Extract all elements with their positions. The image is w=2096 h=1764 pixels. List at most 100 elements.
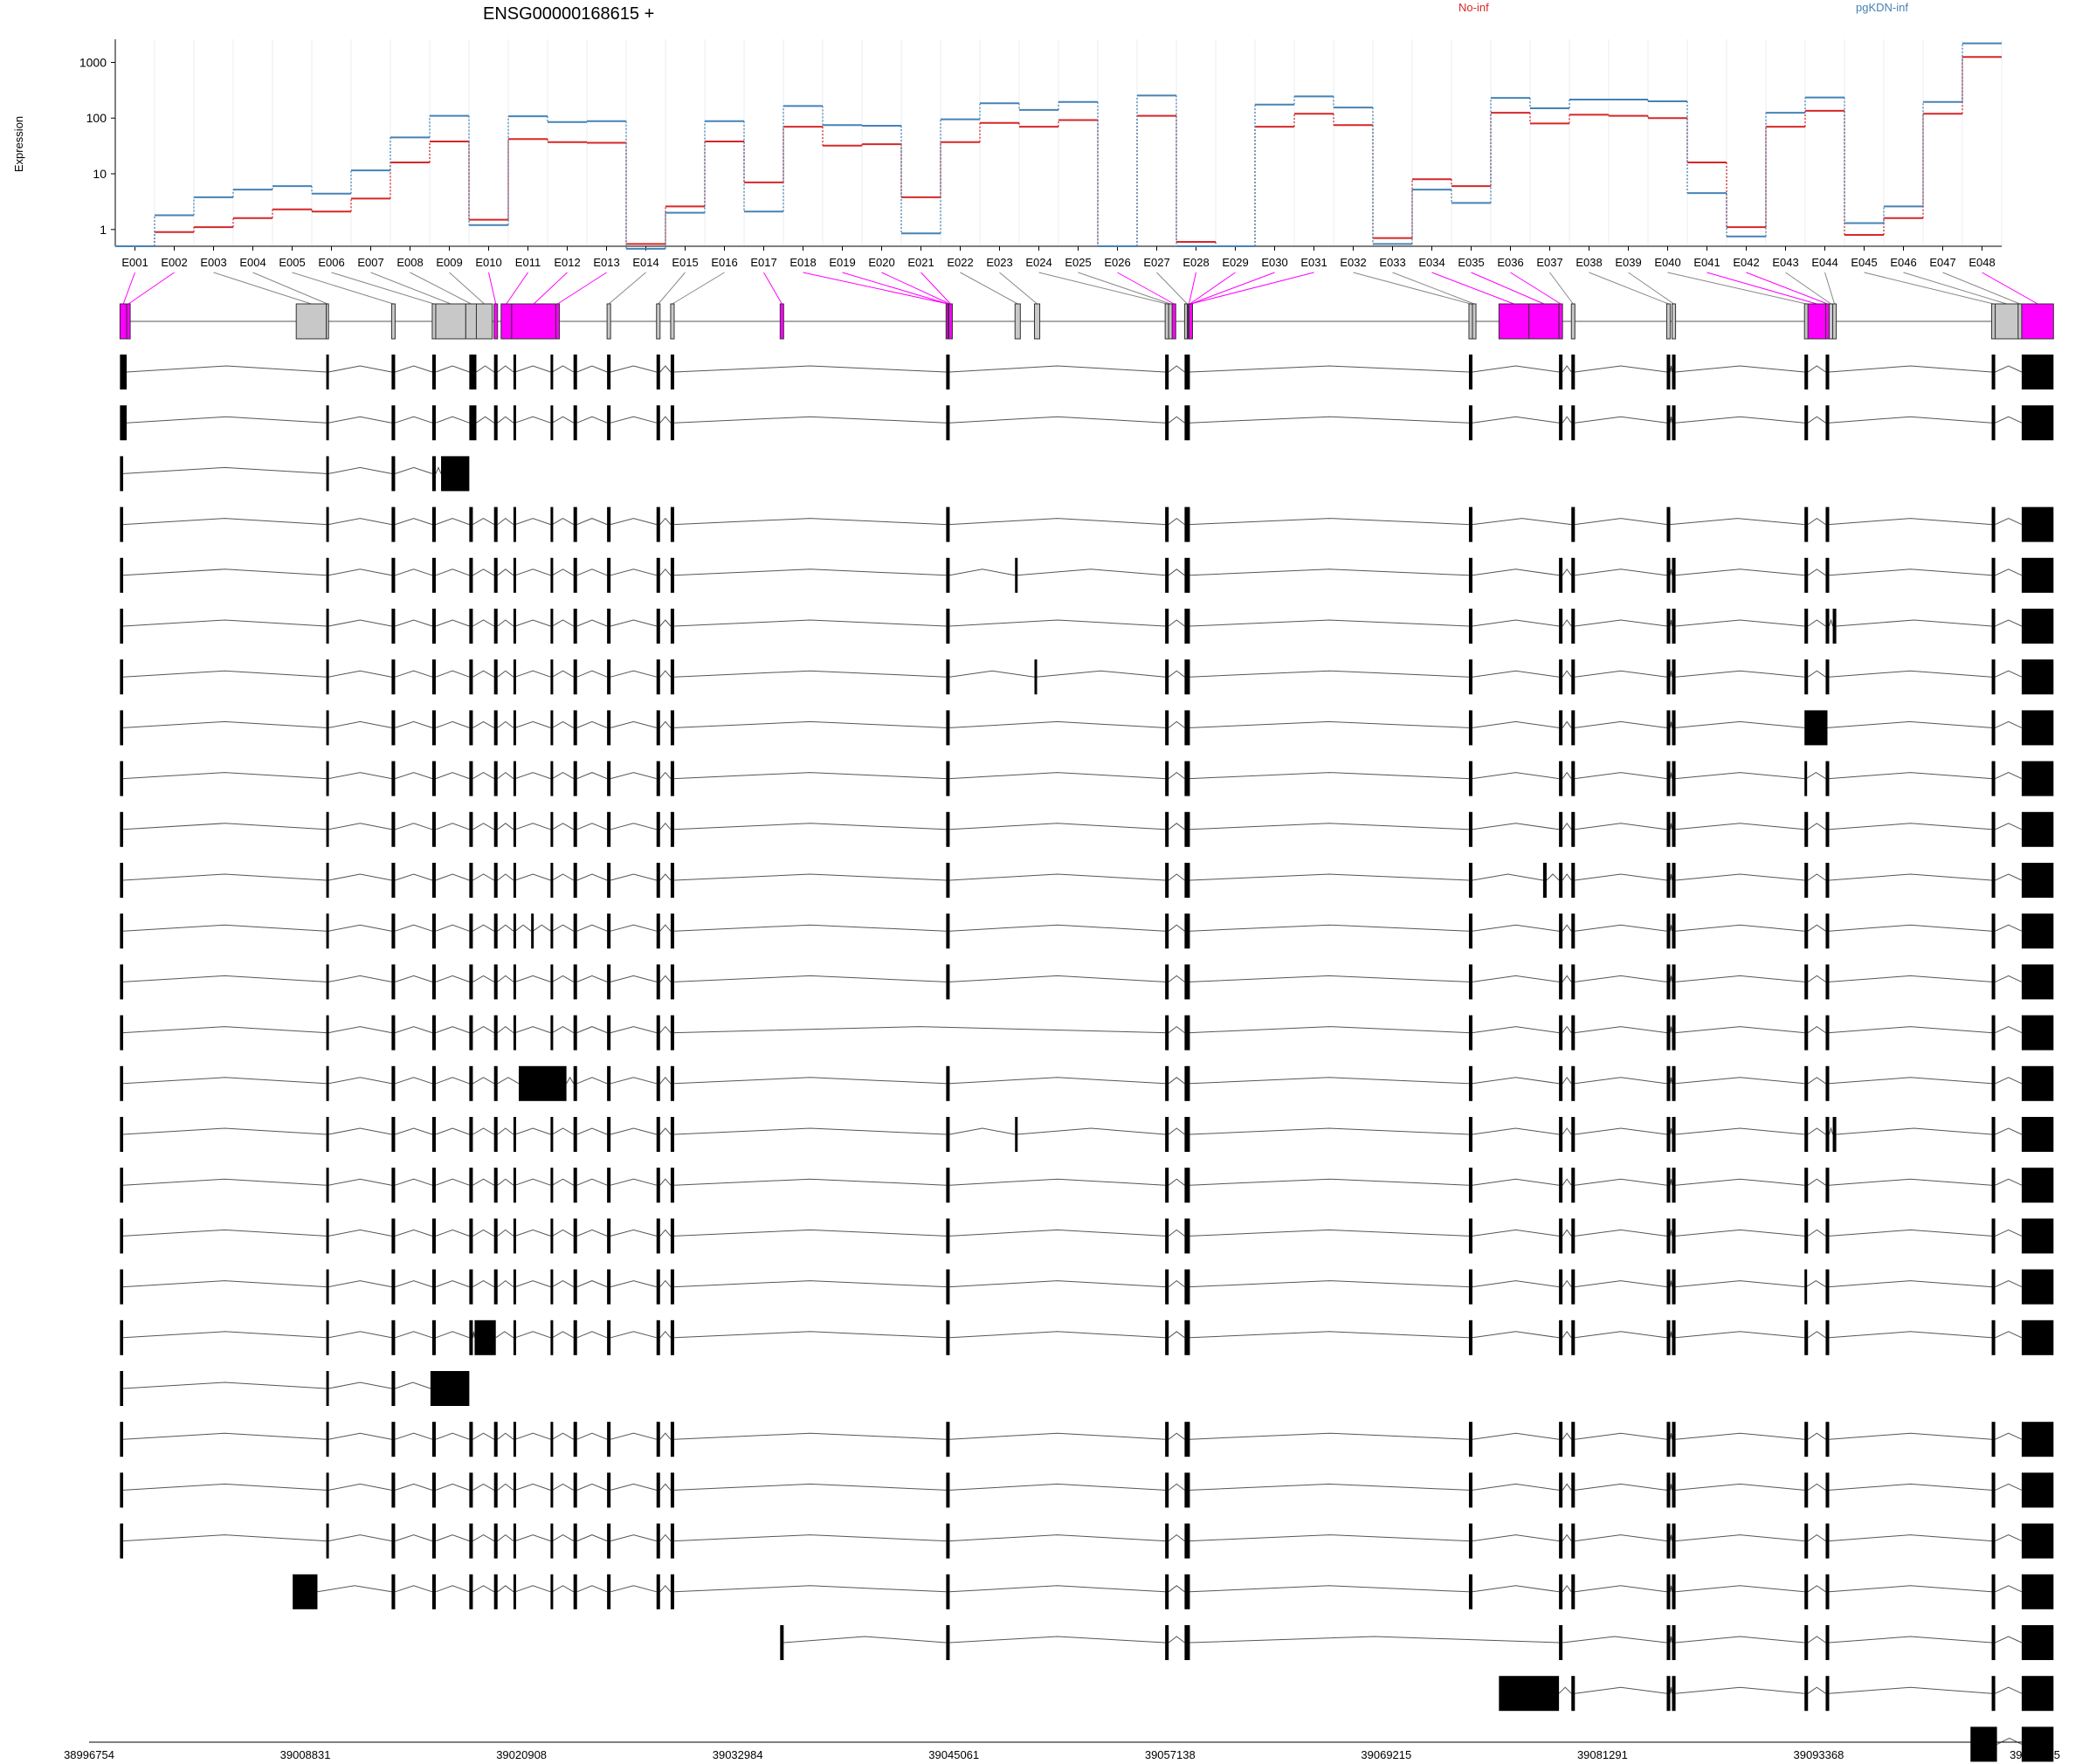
- exon-mapping-line: [1706, 272, 1817, 305]
- exon-mapping-line: [1431, 272, 1514, 305]
- transcript-intron: [476, 365, 494, 373]
- transcript-intron: [1472, 975, 1560, 982]
- transcript-row: [780, 1625, 2054, 1660]
- transcript-intron: [1807, 1178, 1826, 1186]
- transcript-intron: [1995, 670, 2023, 678]
- transcript-intron: [1995, 873, 2023, 881]
- transcript-exon: [656, 557, 660, 593]
- gene-exon-block: [555, 303, 561, 340]
- transcript-intron: [497, 619, 514, 627]
- transcript-exon: [1666, 710, 1671, 746]
- transcript-exon: [1672, 1472, 1676, 1508]
- transcript-exon: [656, 913, 660, 949]
- gene-exon-block: [1468, 303, 1473, 340]
- transcript-intron: [1807, 619, 1826, 627]
- transcript-intron: [949, 823, 1166, 830]
- transcript-intron: [1995, 1127, 2023, 1135]
- transcript-intron: [1675, 568, 1805, 576]
- transcript-exon: [607, 1168, 611, 1203]
- transcript-intron: [1995, 720, 2023, 728]
- transcript-exon: [326, 1371, 329, 1406]
- genomic-tick-label: 39069215: [1361, 1748, 1411, 1761]
- transcript-intron: [435, 975, 470, 982]
- transcript-intron: [1670, 873, 1673, 881]
- transcript-exon: [1804, 1218, 1809, 1254]
- transcript-exon: [1468, 1320, 1473, 1355]
- transcript-exon: [946, 1422, 950, 1457]
- transcript-intron: [552, 670, 574, 678]
- transcript-intron: [1472, 823, 1560, 830]
- transcript-intron: [576, 823, 608, 830]
- transcript-exon: [469, 1015, 473, 1051]
- transcript-exon: [946, 1523, 950, 1559]
- transcript-intron: [659, 1178, 672, 1186]
- transcript-exon: [1468, 1065, 1473, 1101]
- expression-plot: 1 10 100 1000 E001 E002 E003 E004 E005 E006 E007 E0…: [79, 39, 2003, 269]
- transcript-exon: [1571, 811, 1575, 847]
- transcript-intron: [1829, 1178, 1992, 1186]
- gene-exon-block: [1803, 303, 1809, 340]
- transcript-intron: [1472, 1585, 1560, 1593]
- transcript-intron: [610, 1534, 657, 1542]
- transcript-exon: [2021, 811, 2054, 847]
- transcript-exon: [326, 1168, 329, 1203]
- transcript-intron: [122, 518, 327, 526]
- transcript-exon: [1571, 1269, 1575, 1305]
- exon-mapping-line: [213, 272, 312, 305]
- gene-exon-block: [475, 303, 493, 340]
- transcript-exon: [430, 1371, 470, 1406]
- transcript-exon: [1991, 761, 1996, 796]
- x-tick-label: E005: [279, 256, 305, 269]
- transcript-exon: [1468, 1269, 1473, 1305]
- transcript-exon: [513, 761, 516, 796]
- transcript-exon: [1559, 1472, 1563, 1508]
- transcript-exon: [670, 863, 674, 898]
- transcript-exon: [1666, 1625, 1671, 1660]
- transcript-exon: [431, 1422, 436, 1457]
- transcript-exon: [1991, 355, 1996, 389]
- transcript-exon: [1991, 913, 1996, 949]
- transcript-intron: [1168, 720, 1185, 728]
- transcript-exon: [1184, 355, 1190, 389]
- transcript-intron: [1995, 1585, 2023, 1593]
- transcript-intron: [1670, 1484, 1673, 1491]
- transcript-exon: [2021, 609, 2054, 644]
- transcript-row: [120, 609, 2054, 644]
- transcript-exon: [656, 1269, 660, 1305]
- transcript-exon: [607, 609, 611, 644]
- transcript-intron: [610, 416, 657, 424]
- y-tick-label: 1: [100, 223, 107, 237]
- transcript-exon: [431, 1117, 436, 1152]
- transcript-exon: [431, 659, 436, 695]
- transcript-row: [120, 1168, 2054, 1203]
- transcript-exon: [1825, 1574, 1830, 1609]
- transcript-intron: [1670, 975, 1673, 982]
- transcript-intron: [673, 1229, 947, 1237]
- transcript-exon: [431, 609, 436, 644]
- transcript-exon: [1559, 1523, 1563, 1559]
- transcript-intron: [610, 1229, 657, 1237]
- transcript-exon: [493, 710, 498, 746]
- transcript-exon: [391, 659, 396, 695]
- transcript-exon: [1559, 1065, 1563, 1101]
- transcript-intron: [328, 1331, 392, 1339]
- transcript-intron: [659, 823, 672, 830]
- transcript-exon: [513, 1269, 516, 1305]
- transcript-row: [120, 1117, 2054, 1152]
- transcript-exon: [1804, 1320, 1809, 1355]
- transcript-exon: [1804, 811, 1809, 847]
- transcript-intron: [1575, 1127, 1667, 1135]
- transcript-exon: [1666, 964, 1671, 1000]
- transcript-intron: [1995, 1178, 2023, 1186]
- transcript-exon: [469, 1472, 473, 1508]
- transcript-exon: [1184, 1168, 1190, 1203]
- transcript-exon: [326, 863, 329, 898]
- transcript-intron: [576, 670, 608, 678]
- transcript-intron: [576, 720, 608, 728]
- transcript-exon: [513, 1015, 516, 1051]
- transcript-exon: [1571, 1676, 1575, 1712]
- transcript-exon: [1468, 761, 1473, 796]
- transcript-exon: [1991, 405, 1996, 441]
- transcript-intron: [610, 1077, 657, 1085]
- transcript-exon: [1571, 1422, 1575, 1457]
